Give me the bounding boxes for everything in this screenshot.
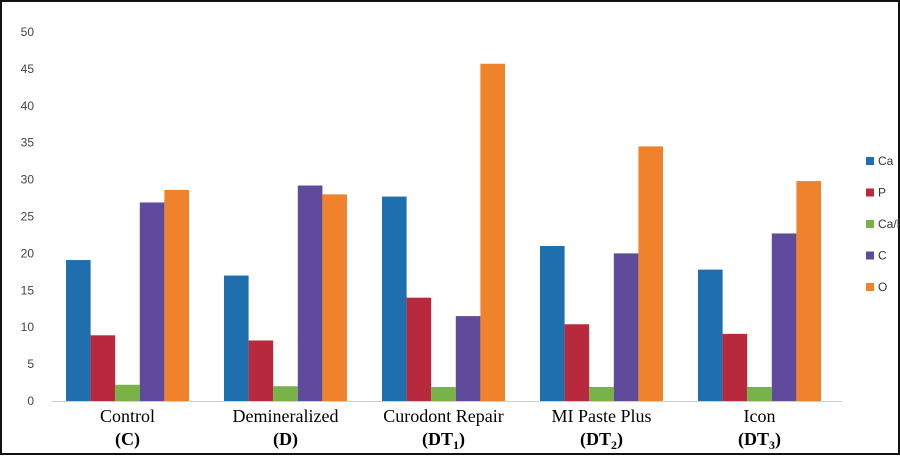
y-tick-label: 25: [21, 210, 35, 224]
bar-o-1: [164, 189, 189, 401]
legend-swatch: [866, 157, 874, 165]
legend-swatch: [866, 220, 874, 228]
legend-swatch: [866, 283, 874, 291]
bar-p-3: [406, 297, 432, 401]
category-label: Demineralized: [233, 406, 339, 426]
bar-c-1: [139, 202, 165, 401]
bar-p-2: [248, 340, 274, 401]
y-tick-label: 45: [21, 62, 35, 76]
y-tick-label: 35: [21, 136, 35, 150]
bar-o-4: [638, 146, 663, 401]
bar-o-2: [322, 194, 347, 401]
legend-swatch: [866, 188, 874, 197]
category-code: (D): [273, 429, 298, 450]
y-tick-label: 20: [21, 246, 35, 260]
bars: [66, 63, 821, 401]
bar-ca-2: [224, 275, 249, 401]
category-label: Icon: [744, 406, 776, 426]
bar-p-1: [90, 335, 116, 401]
category-code: (DT3): [738, 429, 781, 452]
bar-ca-1: [66, 260, 91, 401]
bar-c-5: [771, 233, 797, 401]
bar-ca-5: [698, 269, 723, 401]
bar-p-5: [722, 333, 748, 401]
bar-c-3: [455, 316, 481, 401]
legend: Ca P Ca/P C O: [866, 154, 900, 294]
bar-ca-p-5: [747, 386, 772, 401]
y-axis: 0 5 10 15 20 25 30 35 40 45 50: [21, 25, 842, 408]
bar-o-5: [796, 181, 821, 401]
bar-ca-3: [382, 196, 407, 401]
legend-label: Ca: [878, 154, 894, 168]
bar-ca-4: [540, 246, 565, 401]
y-tick-label: 30: [21, 173, 35, 187]
legend-swatch: [866, 251, 874, 260]
legend-label: P: [878, 186, 886, 200]
category-code: (C): [115, 429, 140, 450]
y-tick-label: 0: [27, 394, 34, 408]
category-code: (DT1): [422, 429, 465, 452]
category-code: (DT2): [580, 429, 623, 452]
bar-ca-p-2: [273, 386, 298, 401]
category-label: MI Paste Plus: [551, 406, 651, 426]
category-label: Control: [100, 406, 155, 426]
x-axis-labels: Control (C) Demineralized (D) Curodont Repai…: [100, 406, 781, 452]
y-tick-label: 15: [21, 283, 35, 297]
bar-ca-p-1: [115, 384, 140, 401]
y-tick-label: 10: [21, 320, 35, 334]
bar-p-4: [564, 324, 590, 401]
y-tick-label: 50: [21, 25, 35, 39]
legend-label: Ca/P: [878, 217, 900, 231]
bar-ca-p-3: [431, 386, 456, 401]
bar-o-3: [480, 63, 505, 401]
legend-label: C: [878, 249, 887, 263]
bar-c-2: [297, 185, 323, 401]
y-tick-label: 5: [27, 357, 34, 371]
legend-label: O: [878, 280, 887, 294]
y-tick-label: 40: [21, 99, 35, 113]
bar-c-4: [613, 253, 639, 401]
category-label: Curodont Repair: [383, 406, 503, 426]
bar-ca-p-4: [589, 386, 614, 401]
